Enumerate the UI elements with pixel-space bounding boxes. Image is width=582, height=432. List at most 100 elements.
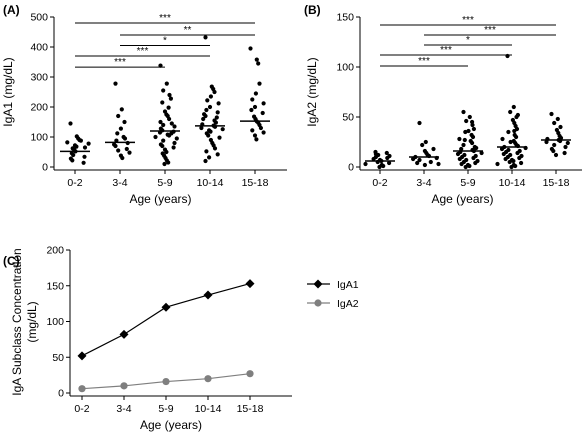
y-tick-label: 100 — [336, 62, 354, 74]
data-point — [122, 119, 127, 125]
x-tick-label: 10-14 — [195, 403, 222, 415]
data-point — [461, 142, 466, 148]
y-tick-label: 50 — [342, 112, 354, 124]
data-point — [457, 136, 462, 142]
panel-b: (B) IgA2 (mg/dL) 0 50 100 150 0-2 3-4 5-9 10-14 15… — [304, 3, 582, 206]
data-point — [436, 161, 441, 167]
panel-a: (A) IgA1 (mg/dL) 0 100 200 300 400 500 0-2 3-4 5-9… — [1, 3, 287, 206]
data-point — [470, 134, 476, 140]
data-point — [172, 140, 177, 146]
y-tick-label: 150 — [336, 12, 354, 24]
data-point — [164, 81, 169, 86]
y-tick-label: 0 — [42, 162, 48, 174]
data-point — [417, 157, 422, 163]
data-point — [74, 144, 79, 149]
data-point — [373, 151, 378, 157]
data-point — [422, 162, 427, 168]
data-point — [213, 120, 218, 125]
data-point — [507, 159, 512, 165]
data-point — [254, 137, 259, 142]
series-marker — [203, 290, 213, 300]
data-point — [199, 125, 204, 131]
data-point — [217, 135, 222, 140]
x-tick-label: 10-14 — [499, 177, 526, 189]
data-point — [160, 100, 165, 105]
data-point — [257, 81, 262, 86]
y-axis-label: IgA1 (mg/dL) — [1, 57, 15, 126]
data-point — [519, 160, 524, 166]
data-point — [206, 133, 211, 138]
data-point — [113, 81, 118, 86]
data-point — [558, 124, 563, 130]
data-point — [508, 139, 513, 145]
data-point — [70, 158, 75, 163]
data-point — [124, 146, 129, 152]
data-point — [252, 104, 258, 110]
data-point — [411, 156, 416, 162]
data-point — [387, 160, 392, 166]
y-tick-label: 400 — [30, 42, 48, 54]
data-point — [205, 98, 210, 103]
series-marker — [77, 351, 87, 361]
y-tick-label: 50 — [52, 352, 64, 364]
y-tick-label: 300 — [30, 72, 48, 84]
data-point — [565, 140, 570, 146]
data-point — [250, 128, 255, 133]
x-axis-label: Age (years) — [140, 418, 202, 432]
series-marker — [245, 279, 255, 289]
significance-label: * — [163, 36, 167, 47]
significance-label: *** — [418, 56, 430, 67]
data-point — [208, 94, 213, 99]
data-point — [467, 163, 472, 169]
data-point — [459, 161, 464, 167]
series-marker — [162, 377, 170, 386]
data-point — [563, 144, 568, 150]
data-point — [474, 145, 479, 151]
significance-label: *** — [484, 25, 496, 36]
data-point — [174, 136, 179, 141]
legend-marker — [314, 299, 322, 307]
x-tick-label: 15-18 — [242, 177, 269, 189]
data-point — [214, 115, 219, 120]
data-point — [505, 53, 510, 59]
significance-label: ** — [184, 25, 192, 36]
data-point — [162, 161, 167, 167]
data-point — [113, 143, 118, 149]
data-point — [208, 129, 213, 134]
y-tick-label: 0 — [348, 162, 354, 174]
data-point — [201, 116, 206, 122]
data-point — [249, 107, 254, 113]
data-point — [116, 113, 121, 119]
legend-label: IgA1 — [337, 279, 359, 291]
data-point — [250, 97, 255, 102]
data-point — [544, 139, 549, 145]
data-point — [204, 149, 209, 154]
y-axis-label: IgA2 (mg/dL) — [305, 57, 319, 126]
data-point — [204, 107, 209, 113]
data-point — [153, 134, 158, 140]
x-tick-label: 15-18 — [543, 177, 570, 189]
data-point — [464, 118, 469, 124]
data-point — [120, 155, 125, 161]
data-point — [65, 140, 70, 145]
data-point — [455, 151, 461, 157]
data-point — [215, 110, 220, 115]
data-point — [254, 57, 259, 62]
data-point — [385, 155, 390, 161]
data-point — [78, 138, 83, 143]
data-point — [166, 160, 171, 165]
data-point — [169, 121, 174, 126]
data-point — [417, 120, 422, 126]
data-point — [212, 89, 217, 95]
data-point — [160, 143, 165, 149]
significance-label: *** — [159, 13, 171, 24]
y-tick-label: 150 — [46, 280, 64, 292]
y-tick-label: 200 — [30, 102, 48, 114]
data-point — [470, 119, 475, 125]
data-point — [499, 146, 505, 152]
data-point — [457, 156, 462, 162]
data-point — [415, 160, 420, 166]
data-point — [158, 63, 163, 68]
data-point — [216, 101, 221, 106]
